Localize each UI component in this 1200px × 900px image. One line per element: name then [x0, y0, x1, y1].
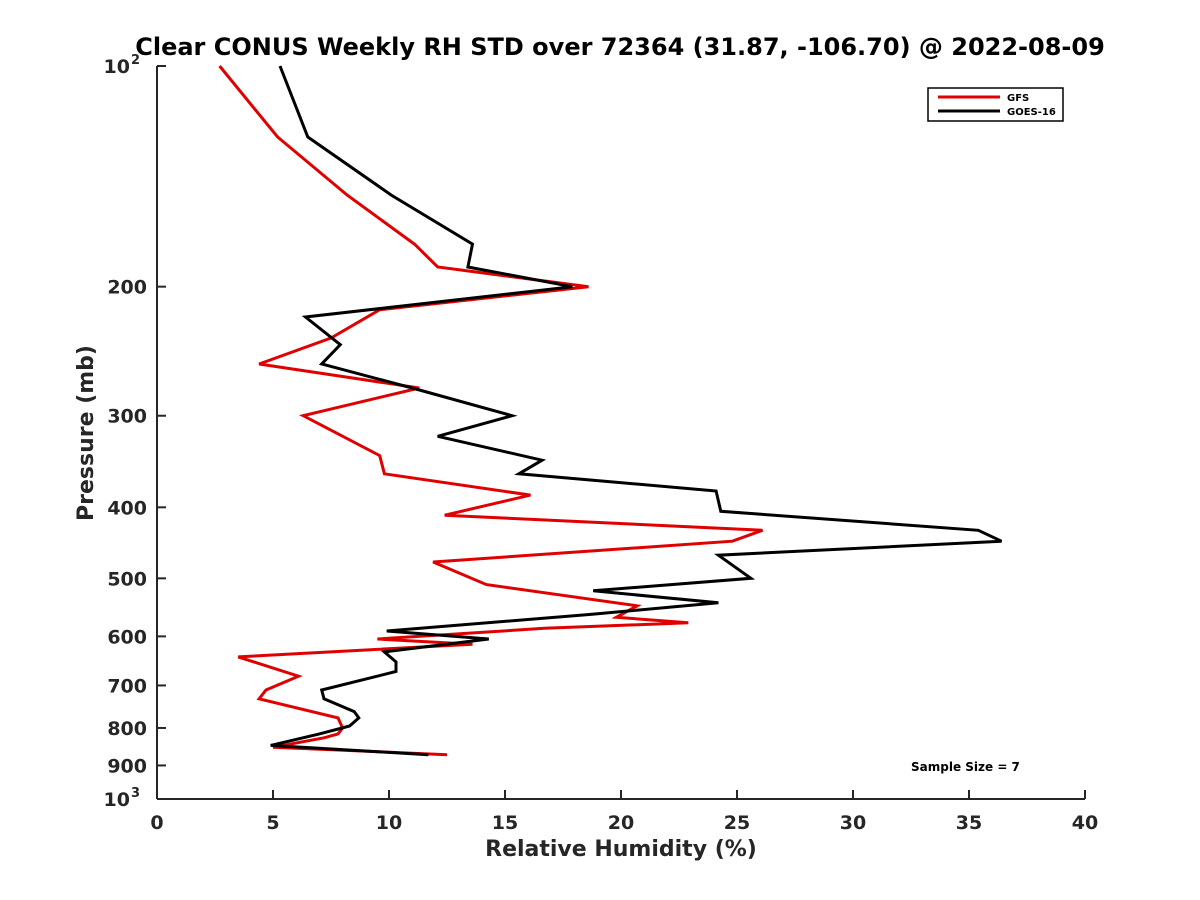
x-tick-label: 15 — [492, 812, 518, 834]
y-tick-label-power: 10 — [104, 789, 130, 811]
x-tick-label: 5 — [266, 812, 279, 834]
y-tick-label: 300 — [107, 406, 147, 428]
x-tick-label: 20 — [608, 812, 634, 834]
series-line-goes-16 — [270, 65, 1003, 757]
plot-lines — [218, 65, 1003, 757]
chart-title: Clear CONUS Weekly RH STD over 72364 (31… — [135, 33, 1105, 61]
y-tick-label: 700 — [107, 675, 147, 697]
x-tick-label: 35 — [956, 812, 982, 834]
y-tick-label: 600 — [107, 626, 147, 648]
y-axis-label: Pressure (mb) — [74, 345, 99, 521]
y-tick-label: 800 — [107, 718, 147, 740]
y-tick-label: 200 — [107, 277, 147, 299]
x-tick-label: 30 — [840, 812, 866, 834]
y-tick-label: 500 — [107, 568, 147, 590]
legend-label-goes-16: GOES-16 — [1007, 107, 1056, 118]
legend-label-gfs: GFS — [1007, 93, 1029, 104]
x-axis-label: Relative Humidity (%) — [485, 837, 757, 862]
x-tick-label: 10 — [376, 812, 402, 834]
x-tick-label: 0 — [150, 812, 163, 834]
y-tick-label-exponent: 2 — [131, 53, 140, 68]
axes: 0 5 10 15 20 25 30 35 40 200 300 400 500 600 700 800 900… — [104, 53, 1099, 834]
sample-size-annotation: Sample Size = 7 — [911, 760, 1020, 774]
x-tick-label: 40 — [1072, 812, 1098, 834]
y-tick-label: 900 — [107, 755, 147, 777]
x-tick-label: 25 — [724, 812, 750, 834]
legend: GFS GOES-16 — [927, 87, 1064, 122]
y-tick-label-exponent: 3 — [131, 786, 140, 801]
legend-box — [927, 87, 1064, 122]
y-tick-label: 400 — [107, 497, 147, 519]
y-tick-label-power: 10 — [104, 56, 130, 78]
